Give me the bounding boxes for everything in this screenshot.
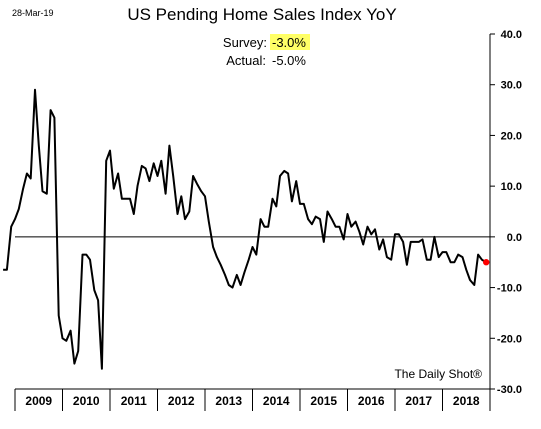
date-stamp: 28-Mar-19 — [12, 8, 54, 18]
x-tick-label: 2013 — [215, 394, 242, 408]
x-tick-label: 2011 — [121, 394, 147, 408]
x-axis: 2009 2010 2011 2012 2013 2014 2015 2016 2017 2018 — [14, 388, 491, 411]
x-tick-label: 2009 — [25, 394, 52, 408]
source-label: The Daily Shot® — [394, 367, 482, 381]
x-tick-label: 2016 — [358, 394, 385, 408]
x-tick-label: 2010 — [73, 394, 100, 408]
last-data-point — [483, 259, 490, 266]
x-tick-label: 2012 — [168, 394, 195, 408]
x-tick-label: 2015 — [310, 394, 337, 408]
survey-value-highlight — [270, 34, 310, 50]
x-tick-label: 2017 — [405, 394, 432, 408]
y-tick-label: 0.0 — [507, 232, 522, 244]
series-line — [3, 88, 487, 370]
actual-value: -5.0% — [272, 53, 306, 68]
x-tick-label: 2018 — [453, 394, 480, 408]
y-axis: 40.0 30.0 20.0 10.0 0.0 -10.0 -20.0 -30.0 — [489, 29, 522, 396]
y-tick-label: 40.0 — [501, 29, 522, 41]
chart-title: US Pending Home Sales Index YoY — [127, 5, 396, 24]
survey-label: Survey: — [223, 35, 267, 50]
y-tick-label: 20.0 — [501, 130, 522, 142]
y-tick-label: -20.0 — [497, 333, 522, 345]
actual-label: Actual: — [226, 53, 266, 68]
y-tick-label: -30.0 — [497, 384, 522, 396]
plot-area — [3, 88, 490, 370]
x-tick-label: 2014 — [263, 394, 290, 408]
survey-value: -3.0% — [272, 35, 306, 50]
y-tick-label: -10.0 — [497, 283, 522, 295]
y-tick-label: 10.0 — [501, 181, 522, 193]
y-tick-label: 30.0 — [501, 80, 522, 92]
